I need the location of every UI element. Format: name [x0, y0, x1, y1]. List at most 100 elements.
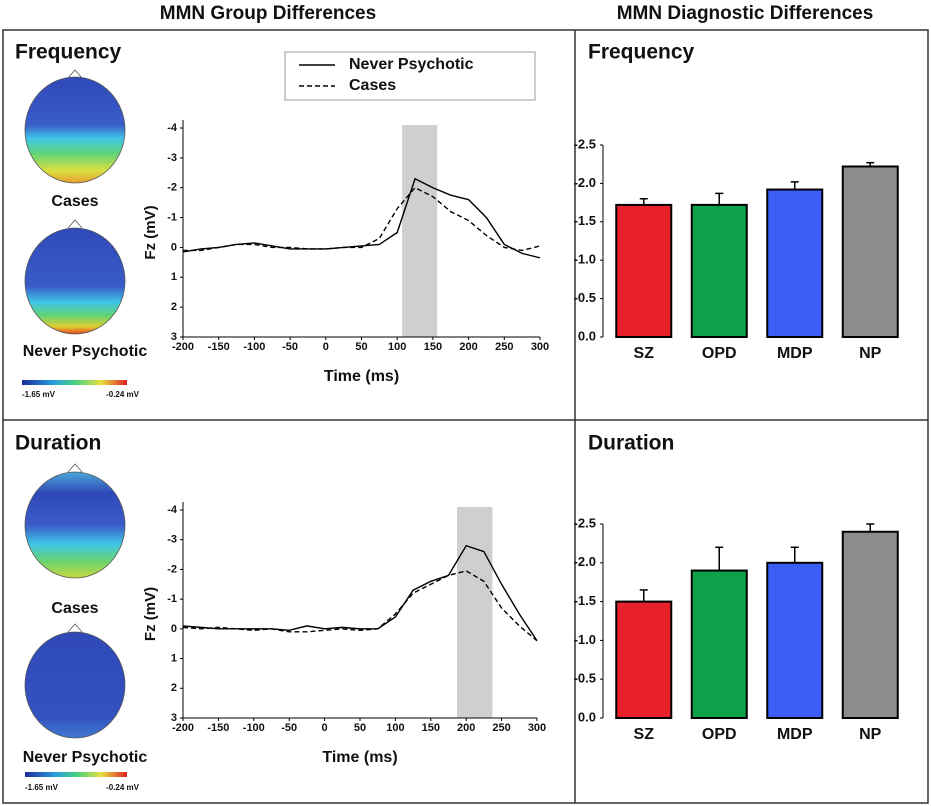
- y-tick-label: 1: [171, 652, 177, 664]
- x-axis-title: Time (ms): [324, 368, 399, 385]
- x-tick-label: 300: [528, 722, 546, 734]
- x-tick-label: 300: [531, 341, 549, 353]
- bar: [766, 561, 824, 719]
- frame: [2, 29, 929, 804]
- legend-box: [284, 51, 536, 101]
- x-tick-label: OPD: [702, 726, 737, 743]
- bar: [615, 600, 673, 719]
- nose: [67, 69, 83, 79]
- nose: [67, 463, 83, 473]
- y-tick-label: 0: [171, 623, 177, 635]
- y-tick-label: -1.5: [574, 593, 596, 608]
- x-tick-label: 150: [424, 341, 442, 353]
- bar: [690, 569, 748, 719]
- x-tick-label: 150: [422, 722, 440, 734]
- colorbar-label: -0.24 mV: [106, 783, 140, 792]
- y-tick-label: -2.0: [574, 554, 596, 569]
- x-axis-title: Time (ms): [322, 749, 397, 766]
- x-tick-label: 250: [495, 341, 513, 353]
- y-tick-label: -2.5: [574, 136, 596, 151]
- bar: [615, 203, 673, 338]
- highlight-window: [402, 125, 438, 337]
- y-tick-label: -2: [167, 182, 177, 194]
- x-tick-label: 250: [492, 722, 510, 734]
- y-tick-label: -0.5: [574, 290, 596, 305]
- y-tick-label: -2: [167, 563, 177, 575]
- y-tick-label: 3: [171, 712, 177, 724]
- y-tick-label: -1.0: [574, 252, 596, 267]
- bar: [766, 188, 824, 338]
- topomaps: [22, 69, 127, 777]
- colorbar: [25, 772, 127, 777]
- head-map: [24, 631, 126, 739]
- x-tick-label: OPD: [702, 345, 737, 362]
- x-tick-label: -100: [243, 722, 265, 734]
- y-tick-label: 0.0: [578, 709, 596, 724]
- x-tick-label: 100: [386, 722, 404, 734]
- legend-label: Never Psychotic: [349, 56, 474, 73]
- y-tick-label: 0.0: [578, 328, 596, 343]
- colorbar-label: -0.24 mV: [106, 390, 140, 399]
- topomap-label: Cases: [51, 600, 98, 617]
- y-tick-label: 2: [171, 301, 177, 313]
- highlight-window: [456, 507, 493, 718]
- y-tick-label: -4: [167, 122, 178, 134]
- x-tick-label: 50: [355, 341, 367, 353]
- y-tick-label: -3: [167, 152, 177, 164]
- panel-title: Frequency: [588, 41, 695, 64]
- x-tick-label: MDP: [777, 726, 813, 743]
- x-tick-label: SZ: [634, 726, 655, 743]
- head-map: [24, 471, 126, 579]
- topomap-label: Cases: [51, 193, 98, 210]
- head-map: [24, 76, 126, 184]
- x-tick-label: MDP: [777, 345, 813, 362]
- x-tick-label: NP: [859, 345, 882, 362]
- x-tick-label: 100: [388, 341, 406, 353]
- column-title: MMN Diagnostic Differences: [617, 3, 874, 24]
- x-tick-label: NP: [859, 726, 882, 743]
- y-axis-title: Fz (mV): [142, 205, 159, 259]
- x-tick-label: -150: [207, 722, 229, 734]
- y-tick-label: 3: [171, 331, 177, 343]
- x-tick-label: -100: [243, 341, 265, 353]
- y-tick-label: -1: [167, 211, 177, 223]
- bar: [841, 165, 899, 338]
- y-tick-label: -4: [167, 504, 178, 516]
- nose: [67, 623, 83, 633]
- x-tick-label: -50: [281, 722, 297, 734]
- x-tick-label: 200: [457, 722, 475, 734]
- y-tick-label: -1.0: [574, 632, 596, 647]
- x-tick-label: -150: [208, 341, 230, 353]
- panel-title: Duration: [15, 432, 101, 455]
- y-tick-label: -3: [167, 534, 177, 546]
- y-tick-label: -1: [167, 593, 177, 605]
- series-line: [182, 177, 541, 259]
- series-line: [182, 570, 538, 642]
- panel-title: Duration: [588, 432, 674, 455]
- bar: [690, 203, 748, 338]
- x-tick-label: 0: [323, 341, 329, 353]
- column-title: MMN Group Differences: [160, 3, 376, 24]
- x-tick-label: -50: [282, 341, 298, 353]
- x-tick-label: -200: [172, 722, 194, 734]
- y-tick-label: 2: [171, 682, 177, 694]
- x-tick-label: -200: [172, 341, 194, 353]
- y-tick-label: -1.5: [574, 213, 596, 228]
- y-axis-title: Fz (mV): [142, 587, 159, 641]
- head-map: [24, 227, 126, 335]
- x-tick-label: 200: [459, 341, 477, 353]
- colorbar: [22, 380, 127, 385]
- topomap-label: Never Psychotic: [23, 749, 148, 766]
- colorbar-label: -1.65 mV: [22, 390, 56, 399]
- nose: [67, 219, 83, 229]
- topomap-label: Never Psychotic: [23, 343, 148, 360]
- y-tick-label: 1: [171, 271, 177, 283]
- panel-title: Frequency: [15, 41, 122, 64]
- y-tick-label: -2.0: [574, 175, 596, 190]
- x-tick-label: 0: [322, 722, 328, 734]
- y-tick-label: 0: [171, 241, 177, 253]
- colorbar-label: -1.65 mV: [25, 783, 59, 792]
- legend-label: Cases: [349, 77, 396, 94]
- y-tick-label: -0.5: [574, 671, 596, 686]
